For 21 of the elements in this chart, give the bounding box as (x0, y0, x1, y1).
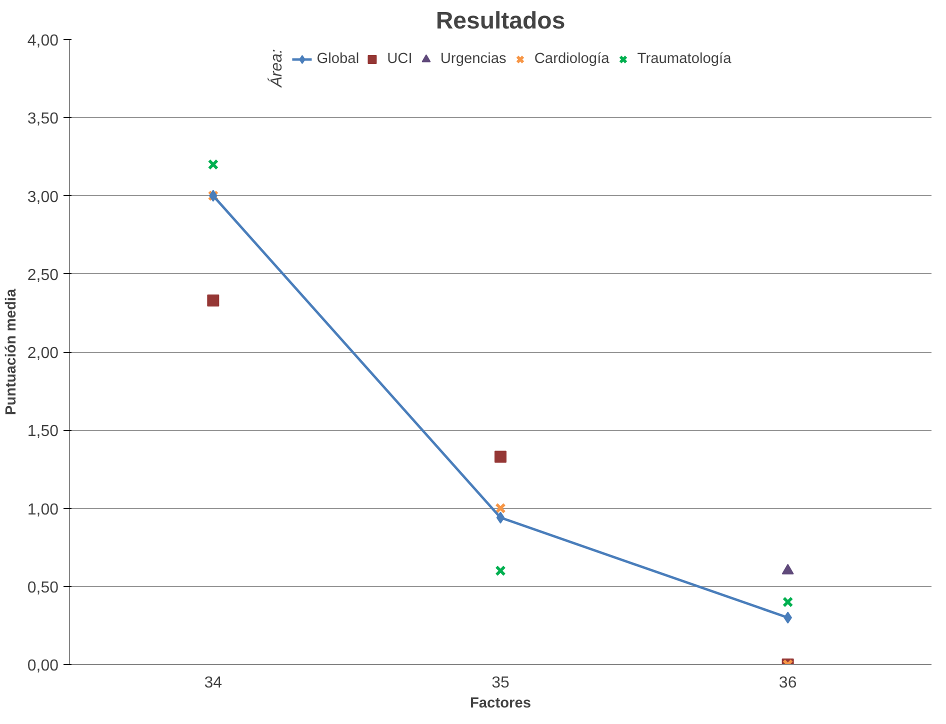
x-tick-label: 35 (492, 674, 510, 692)
y-tick-label: 4,00 (27, 32, 59, 50)
y-tick-label: 1,50 (27, 423, 59, 440)
y-axis-title: Puntuación media (3, 288, 20, 416)
legend-label: Cardiología (534, 51, 610, 67)
x-tick-label: 34 (204, 674, 222, 692)
y-tick-label: 0,00 (27, 658, 59, 674)
legend-label: Traumatología (637, 51, 732, 67)
legend-title: Área: (268, 49, 287, 88)
legend-label: Urgencias (440, 51, 506, 67)
y-tick-label: 3,00 (27, 188, 59, 206)
y-tick-label: 3,50 (27, 110, 59, 128)
x-axis-title: Factores (470, 696, 532, 712)
y-tick-label: 0,50 (27, 579, 59, 596)
legend-label: UCI (387, 51, 412, 67)
chart-title: Resultados (436, 8, 566, 34)
y-tick-label: 2,50 (27, 266, 59, 284)
y-tick-label: 2,00 (27, 345, 59, 362)
legend-label: Global (316, 51, 360, 67)
x-tick-label: 36 (778, 674, 797, 692)
y-tick-label: 1,00 (27, 501, 59, 518)
